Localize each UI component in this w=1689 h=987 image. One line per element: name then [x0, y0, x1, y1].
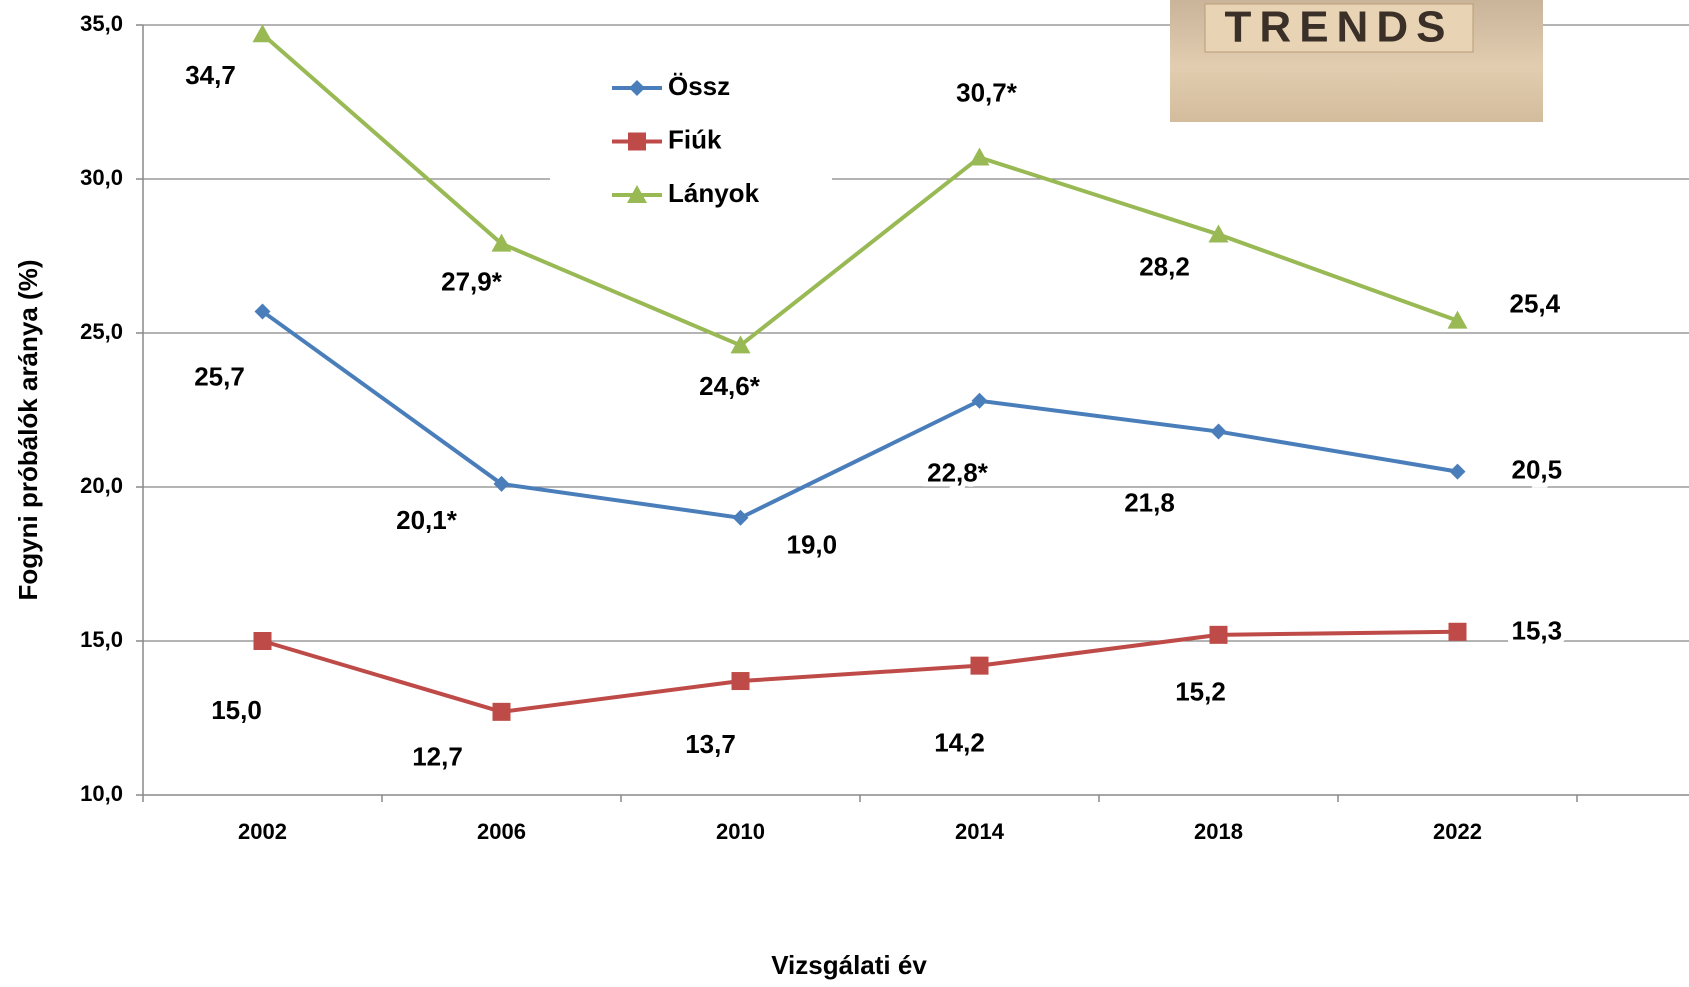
data-label: 21,8	[1124, 487, 1175, 517]
legend-label: Lányok	[668, 178, 760, 208]
y-axis-title: Fogyni próbálók aránya (%)	[13, 260, 43, 601]
data-label: 15,0	[211, 695, 262, 725]
marker	[493, 703, 511, 721]
marker	[1449, 623, 1467, 641]
data-label: 15,2	[1175, 677, 1226, 707]
legend-label: Össz	[668, 71, 730, 101]
x-tick-label: 2006	[477, 819, 526, 844]
marker	[972, 393, 988, 409]
data-label: 25,7	[194, 361, 245, 391]
x-tick-label: 2014	[955, 819, 1005, 844]
marker	[253, 24, 273, 42]
marker	[970, 147, 990, 165]
y-tick-label: 35,0	[80, 11, 123, 36]
series-line	[263, 632, 1458, 712]
data-label: 13,7	[685, 729, 736, 759]
marker	[733, 510, 749, 526]
data-label: 24,6*	[699, 371, 761, 401]
marker	[628, 133, 646, 151]
y-tick-label: 15,0	[80, 627, 123, 652]
x-tick-label: 2022	[1433, 819, 1482, 844]
data-label: 20,1*	[396, 505, 458, 535]
data-label: 28,2	[1139, 251, 1190, 281]
chart: Fogyni próbálók aránya (%) Vizsgálati év…	[0, 0, 1689, 987]
x-tick-label: 2010	[716, 819, 765, 844]
marker	[1211, 424, 1227, 440]
marker	[254, 632, 272, 650]
y-tick-label: 30,0	[80, 165, 123, 190]
marker	[1450, 464, 1466, 480]
data-label: 27,9*	[441, 267, 503, 297]
legend-label: Fiúk	[668, 124, 722, 154]
data-label: 25,4	[1510, 289, 1561, 319]
data-label: 20,5	[1512, 454, 1563, 484]
y-tick-label: 20,0	[80, 473, 123, 498]
marker	[732, 672, 750, 690]
data-label: 34,7	[185, 60, 236, 90]
trends-image: TRENDS	[1170, 0, 1543, 122]
y-tick-label: 25,0	[80, 319, 123, 344]
y-tick-label: 10,0	[80, 781, 123, 806]
x-tick-label: 2018	[1194, 819, 1243, 844]
image-text: TRENDS	[1225, 3, 1454, 52]
data-label: 30,7*	[956, 77, 1018, 107]
x-axis-title: Vizsgálati év	[771, 950, 927, 980]
data-label: 22,8*	[927, 458, 989, 488]
data-label: 19,0	[787, 530, 838, 560]
marker	[1210, 626, 1228, 644]
data-label: 14,2	[934, 728, 985, 758]
data-label: 15,3	[1512, 616, 1563, 646]
data-label: 12,7	[412, 742, 463, 772]
x-tick-label: 2002	[238, 819, 287, 844]
marker	[971, 657, 989, 675]
